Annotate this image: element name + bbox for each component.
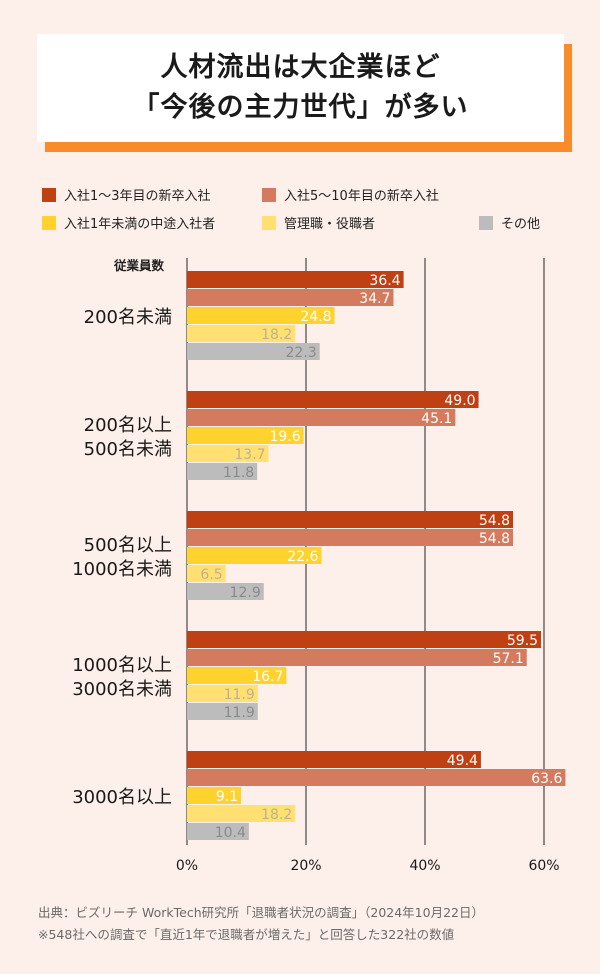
footer: 出典：ビズリーチ WorkTech研究所「退職者状況の調査」（2024年10月2… xyxy=(38,902,484,946)
bar xyxy=(187,547,322,564)
legend-item-new-grad-1-3: 入社1〜3年目の新卒入社 xyxy=(42,185,211,204)
legend-label: その他 xyxy=(501,217,541,232)
bar xyxy=(187,583,264,600)
bar xyxy=(187,565,226,582)
legend-item-managers: 管理職・役職者 xyxy=(262,213,375,232)
y-axis-label: 従業員数 xyxy=(114,258,165,273)
value-label: 24.8 xyxy=(300,309,331,325)
value-label: 18.2 xyxy=(261,327,292,343)
bar xyxy=(187,823,249,840)
value-label: 63.6 xyxy=(531,771,562,787)
bar xyxy=(187,529,514,546)
x-tick-label: 40% xyxy=(409,858,440,874)
bar xyxy=(187,649,527,666)
value-label: 6.5 xyxy=(200,567,222,583)
value-label: 12.9 xyxy=(230,585,261,601)
value-label: 54.8 xyxy=(479,531,510,547)
category-labels: 200名未満 200名以上 500名未満 500名以上 1000名未満 1000名以上 30… xyxy=(72,307,172,808)
bar xyxy=(187,805,296,822)
category-label: 500名以上 xyxy=(84,535,172,556)
bar xyxy=(187,445,269,462)
bar xyxy=(187,703,258,720)
legend-swatch xyxy=(262,215,276,230)
legend-swatch xyxy=(42,187,56,202)
value-label: 19.6 xyxy=(269,429,300,445)
category-label: 500名未満 xyxy=(84,439,172,460)
legend-swatch xyxy=(42,215,56,230)
value-label: 22.6 xyxy=(287,549,318,565)
x-tick-label: 0% xyxy=(176,858,198,874)
value-label: 22.3 xyxy=(286,345,317,361)
category-label: 3000名未満 xyxy=(72,679,172,700)
category-label: 1000名未満 xyxy=(72,559,172,580)
value-label: 59.5 xyxy=(507,633,538,649)
title-line-2: 「今後の主力世代」が多い xyxy=(132,92,469,123)
legend-label: 管理職・役職者 xyxy=(284,217,376,232)
bar xyxy=(187,685,258,702)
x-tick-label: 60% xyxy=(528,858,559,874)
legend-swatch xyxy=(479,215,493,230)
legend-item-new-grad-5-10: 入社5〜10年目の新卒入社 xyxy=(262,185,439,204)
source-note: 出典：ビズリーチ WorkTech研究所「退職者状況の調査」（2024年10月2… xyxy=(38,905,484,920)
legend-swatch xyxy=(262,187,276,202)
value-label: 11.8 xyxy=(223,465,254,481)
value-label: 36.4 xyxy=(369,273,400,289)
bar xyxy=(187,271,404,288)
value-label: 45.1 xyxy=(421,411,452,427)
bar xyxy=(187,427,304,444)
x-tick-label: 20% xyxy=(290,858,321,874)
value-label: 11.9 xyxy=(224,687,255,703)
value-label: 13.7 xyxy=(234,447,265,463)
bar xyxy=(187,631,542,648)
category-label: 200名未満 xyxy=(84,307,172,328)
legend-label: 入社1年未満の中途入社者 xyxy=(64,217,216,232)
legend-label: 入社5〜10年目の新卒入社 xyxy=(284,189,439,204)
value-label: 54.8 xyxy=(479,513,510,529)
category-label: 1000名以上 xyxy=(72,655,172,676)
bar xyxy=(187,343,320,360)
x-tick-labels: 0% 20% 40% 60% xyxy=(176,858,560,874)
title-box: 人材流出は大企業ほど 「今後の主力世代」が多い xyxy=(37,34,564,142)
value-label: 49.0 xyxy=(444,393,475,409)
legend-label: 入社1〜3年目の新卒入社 xyxy=(64,189,211,204)
bar xyxy=(187,787,242,804)
sample-note: ※548社への調査で「直近1年で退職者が増えた」と回答した322社の数値 xyxy=(38,927,455,942)
value-label: 49.4 xyxy=(447,753,478,769)
category-label: 200名以上 xyxy=(84,415,172,436)
bar xyxy=(187,667,287,684)
value-label: 57.1 xyxy=(493,651,524,667)
bar xyxy=(187,751,481,768)
category-label: 3000名以上 xyxy=(72,787,172,808)
legend-item-other: その他 xyxy=(479,213,540,232)
legend-item-mid-career: 入社1年未満の中途入社者 xyxy=(42,213,215,232)
bar xyxy=(187,325,296,342)
bar xyxy=(187,769,566,786)
bar xyxy=(187,391,479,408)
bar xyxy=(187,307,335,324)
value-label: 11.9 xyxy=(224,705,255,721)
value-label: 9.1 xyxy=(216,789,238,805)
bar xyxy=(187,289,394,306)
bar xyxy=(187,409,456,426)
value-label: 16.7 xyxy=(252,669,283,685)
bar xyxy=(187,463,258,480)
value-label: 18.2 xyxy=(261,807,292,823)
title-line-1: 人材流出は大企業ほど xyxy=(160,52,441,83)
bars: 36.4 34.7 24.8 18.2 22.3 49.0 45.1 19.613.7 11.8… xyxy=(187,271,566,841)
value-label: 10.4 xyxy=(215,825,246,841)
bar xyxy=(187,511,514,528)
value-label: 34.7 xyxy=(359,291,390,307)
